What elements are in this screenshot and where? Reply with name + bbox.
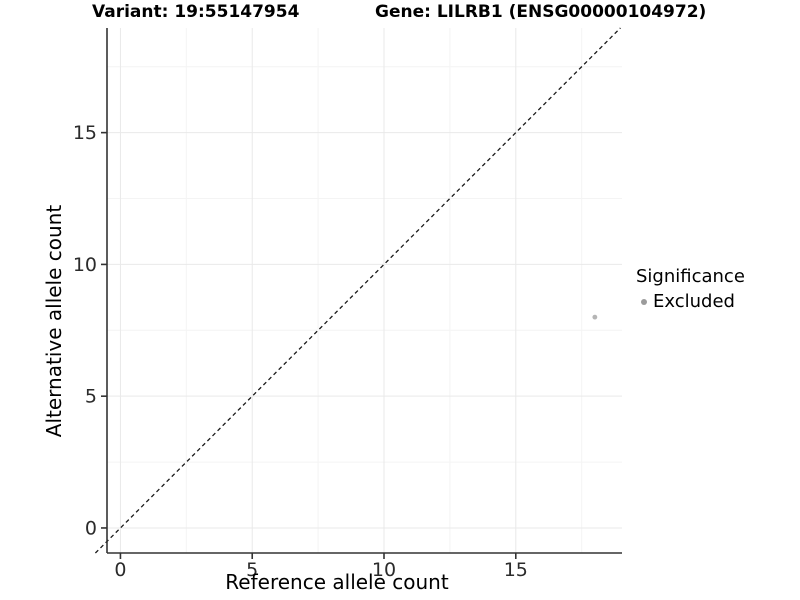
y-tick-label: 10 [73,254,97,276]
excluded-point-swatch [641,298,647,305]
y-axis-title: Alternative allele count [42,204,66,438]
x-tick-label: 0 [114,559,126,581]
x-tick-label: 15 [504,559,528,581]
legend-item-excluded: Excluded [641,291,745,312]
variant-title: Variant: 19:55147954 [92,2,300,22]
data-point [592,314,598,320]
legend-item-label: Excluded [653,291,735,312]
x-tick-label: 5 [246,559,258,581]
y-tick-label: 15 [73,122,97,144]
legend: Significance Excluded [630,266,745,312]
y-tick-label: 0 [85,517,97,539]
y-tick-label: 5 [85,386,97,408]
identity-dashed-line [94,27,621,554]
gene-title: Gene: LILRB1 (ENSG00000104972) [375,2,707,22]
x-axis-title: Reference allele count [225,570,449,594]
x-tick-label: 10 [372,559,396,581]
legend-title: Significance [636,266,745,287]
